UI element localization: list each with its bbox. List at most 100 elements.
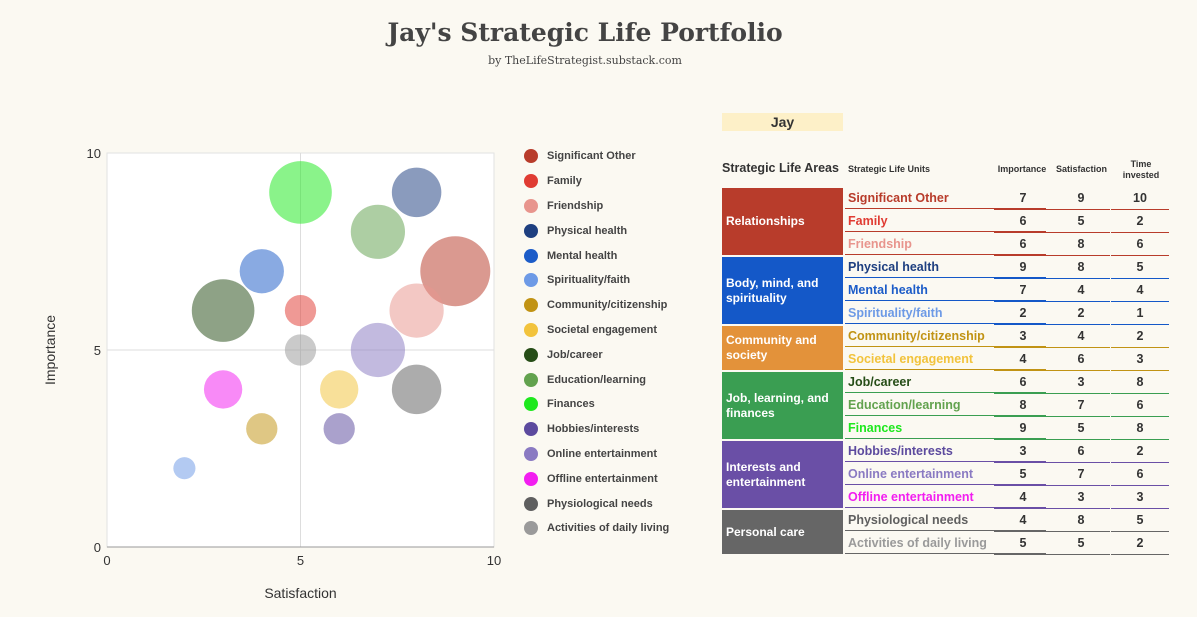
cell-importance: 4 bbox=[994, 509, 1052, 532]
cell-time: 5 bbox=[1111, 256, 1169, 279]
area-interests-and-entertainment: Interests and entertainment bbox=[722, 441, 843, 508]
cell-importance: 6 bbox=[994, 210, 1052, 233]
cell-importance: 4 bbox=[994, 486, 1052, 509]
cell-satisfaction: 3 bbox=[1052, 371, 1110, 394]
legend-label: Friendship bbox=[547, 199, 604, 212]
table-row: Hobbies/interests 3 6 2 bbox=[845, 440, 1170, 463]
area-community-and-society: Community and society bbox=[722, 326, 843, 370]
unit-name: Spirituality/faith bbox=[845, 302, 1046, 324]
table-row: Finances 9 5 8 bbox=[845, 417, 1170, 440]
legend-swatch bbox=[524, 446, 538, 461]
cell-satisfaction: 5 bbox=[1052, 417, 1110, 440]
cell-importance: 3 bbox=[994, 325, 1052, 348]
legend-item-activities-of-daily-living: Activities of daily living bbox=[524, 516, 669, 541]
unit-name: Physiological needs bbox=[845, 509, 1046, 531]
x-tick-label: 10 bbox=[487, 553, 501, 568]
legend-swatch bbox=[524, 223, 538, 238]
legend-label: Mental health bbox=[547, 249, 618, 262]
table-row: Family 6 5 2 bbox=[845, 210, 1170, 233]
cell-time: 2 bbox=[1111, 210, 1169, 233]
table-row: Physiological needs 4 8 5 bbox=[845, 509, 1170, 532]
y-tick-label: 5 bbox=[94, 343, 101, 358]
cell-time: 8 bbox=[1111, 417, 1169, 440]
cell-satisfaction: 8 bbox=[1052, 233, 1110, 256]
bubble-spirituality-faith bbox=[173, 457, 196, 480]
legend-item-significant-other: Significant Other bbox=[524, 144, 669, 169]
cell-importance: 4 bbox=[994, 348, 1052, 371]
chart-legend: Significant Other Family Friendship Physica… bbox=[524, 144, 669, 541]
legend-swatch bbox=[524, 198, 538, 213]
bubble-significant-other bbox=[420, 236, 491, 307]
legend-item-community-citizenship: Community/citizenship bbox=[524, 293, 669, 318]
unit-name: Societal engagement bbox=[845, 348, 1046, 370]
cell-importance: 3 bbox=[994, 440, 1052, 463]
bubble-online-entertainment bbox=[350, 322, 406, 378]
legend-label: Offline entertainment bbox=[547, 472, 658, 485]
unit-name: Community/citizenship bbox=[845, 325, 1046, 347]
unit-name: Education/learning bbox=[845, 394, 1046, 416]
legend-item-mental-health: Mental health bbox=[524, 243, 669, 268]
bubble-education-learning bbox=[350, 204, 406, 259]
y-axis-label: Importance bbox=[42, 315, 58, 385]
page-title: Jay's Strategic Life Portfolio bbox=[387, 18, 783, 47]
legend-label: Activities of daily living bbox=[547, 522, 670, 535]
cell-time: 2 bbox=[1111, 532, 1169, 555]
legend-swatch bbox=[524, 248, 538, 263]
bubble-hobbies-interests bbox=[323, 413, 355, 445]
bubble-physiological-needs bbox=[391, 364, 442, 415]
area-job-learning-and-finances: Job, learning, and finances bbox=[722, 372, 843, 439]
cell-importance: 5 bbox=[994, 463, 1052, 486]
cell-satisfaction: 7 bbox=[1052, 463, 1110, 486]
legend-swatch bbox=[524, 149, 538, 164]
legend-item-spirituality-faith: Spirituality/faith bbox=[524, 268, 669, 293]
legend-label: Hobbies/interests bbox=[547, 423, 640, 436]
cell-time: 4 bbox=[1111, 279, 1169, 302]
table-row: Education/learning 8 7 6 bbox=[845, 394, 1170, 417]
cell-importance: 9 bbox=[994, 256, 1052, 279]
cell-importance: 5 bbox=[994, 532, 1052, 555]
table-row: Friendship 6 8 6 bbox=[845, 233, 1170, 256]
bubble-friendship bbox=[389, 283, 444, 338]
unit-name: Online entertainment bbox=[845, 463, 1046, 485]
cell-satisfaction: 6 bbox=[1052, 348, 1110, 371]
bubble-community-citizenship bbox=[246, 413, 278, 445]
cell-time: 3 bbox=[1111, 486, 1169, 509]
cell-importance: 6 bbox=[994, 233, 1052, 256]
table-row: Societal engagement 4 6 3 bbox=[845, 348, 1170, 371]
legend-label: Physical health bbox=[547, 224, 628, 237]
cell-time: 3 bbox=[1111, 348, 1169, 371]
cell-importance: 7 bbox=[994, 187, 1052, 210]
legend-swatch bbox=[524, 422, 538, 437]
table-row: Community/citizenship 3 4 2 bbox=[845, 325, 1170, 348]
unit-name: Friendship bbox=[845, 233, 1046, 255]
cell-importance: 9 bbox=[994, 417, 1052, 440]
unit-name: Significant Other bbox=[845, 187, 1046, 209]
legend-item-physical-health: Physical health bbox=[524, 218, 669, 243]
bubble-chart: 0 5 10 0 5 10 Satisfaction Importance bbox=[42, 146, 501, 601]
legend-item-online-entertainment: Online entertainment bbox=[524, 442, 669, 467]
cell-satisfaction: 9 bbox=[1052, 187, 1110, 210]
legend-label: Significant Other bbox=[547, 150, 636, 163]
bubble-offline-entertainment bbox=[203, 370, 243, 409]
cell-importance: 8 bbox=[994, 394, 1052, 417]
legend-item-hobbies-interests: Hobbies/interests bbox=[524, 417, 669, 442]
cell-satisfaction: 4 bbox=[1052, 279, 1110, 302]
unit-name: Hobbies/interests bbox=[845, 440, 1046, 462]
unit-name: Physical health bbox=[845, 256, 1046, 278]
bubble-societal-engagement bbox=[320, 370, 359, 409]
legend-swatch bbox=[524, 347, 538, 362]
legend-label: Physiological needs bbox=[547, 497, 653, 510]
legend-swatch bbox=[524, 496, 538, 511]
unit-name: Mental health bbox=[845, 279, 1046, 301]
table-row: Activities of daily living 5 5 2 bbox=[845, 532, 1170, 555]
legend-label: Job/career bbox=[547, 348, 603, 361]
cell-time: 8 bbox=[1111, 371, 1169, 394]
x-axis-label: Satisfaction bbox=[264, 585, 336, 601]
cell-satisfaction: 5 bbox=[1052, 532, 1110, 555]
x-tick-label: 0 bbox=[103, 553, 110, 568]
legend-label: Family bbox=[547, 175, 582, 188]
cell-satisfaction: 5 bbox=[1052, 210, 1110, 233]
legend-label: Online entertainment bbox=[547, 447, 658, 460]
legend-item-education-learning: Education/learning bbox=[524, 367, 669, 392]
legend-item-societal-engagement: Societal engagement bbox=[524, 318, 669, 343]
